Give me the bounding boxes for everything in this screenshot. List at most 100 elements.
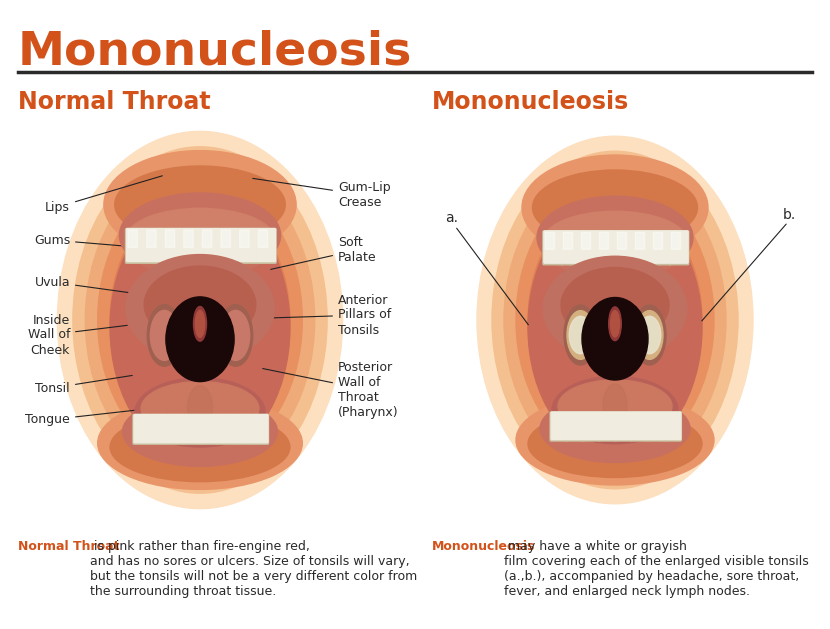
FancyBboxPatch shape	[183, 230, 193, 247]
FancyBboxPatch shape	[258, 230, 267, 247]
FancyBboxPatch shape	[128, 230, 138, 247]
Ellipse shape	[98, 177, 302, 462]
Text: Gums: Gums	[34, 233, 145, 248]
FancyBboxPatch shape	[217, 415, 235, 444]
FancyBboxPatch shape	[201, 415, 217, 443]
FancyBboxPatch shape	[181, 228, 202, 264]
FancyBboxPatch shape	[581, 232, 590, 249]
FancyBboxPatch shape	[221, 230, 231, 247]
Ellipse shape	[543, 256, 687, 361]
FancyBboxPatch shape	[147, 230, 156, 247]
Text: is pink rather than fire-engine red,
and has no sores or ulcers. Size of tonsils: is pink rather than fire-engine red, and…	[90, 540, 417, 598]
Ellipse shape	[125, 208, 275, 270]
FancyBboxPatch shape	[653, 232, 662, 249]
FancyBboxPatch shape	[651, 231, 671, 265]
FancyBboxPatch shape	[583, 412, 600, 440]
FancyBboxPatch shape	[237, 228, 257, 264]
Text: Mononucleosis: Mononucleosis	[18, 30, 413, 74]
Text: Soft
Palate: Soft Palate	[271, 236, 377, 269]
FancyBboxPatch shape	[579, 231, 598, 265]
Ellipse shape	[110, 197, 290, 459]
Ellipse shape	[543, 211, 687, 271]
FancyBboxPatch shape	[203, 230, 212, 247]
FancyBboxPatch shape	[238, 228, 256, 262]
Ellipse shape	[188, 386, 212, 431]
Ellipse shape	[195, 310, 205, 337]
Ellipse shape	[533, 170, 697, 245]
FancyBboxPatch shape	[631, 412, 649, 441]
Text: b.: b.	[783, 208, 796, 222]
FancyBboxPatch shape	[167, 415, 185, 444]
Text: may have a white or grayish
film covering each of the enlarged visible tonsils
(: may have a white or grayish film coverin…	[504, 540, 809, 598]
Ellipse shape	[633, 305, 666, 365]
Ellipse shape	[564, 305, 597, 365]
Text: Mononucleosis: Mononucleosis	[432, 540, 535, 553]
FancyBboxPatch shape	[669, 231, 689, 265]
FancyBboxPatch shape	[201, 228, 220, 262]
FancyBboxPatch shape	[251, 415, 268, 443]
FancyBboxPatch shape	[599, 232, 608, 249]
Ellipse shape	[552, 376, 678, 443]
FancyBboxPatch shape	[149, 415, 168, 444]
FancyBboxPatch shape	[133, 415, 151, 444]
Ellipse shape	[516, 395, 714, 485]
Ellipse shape	[141, 382, 259, 435]
Text: Tongue: Tongue	[25, 408, 152, 426]
FancyBboxPatch shape	[583, 412, 600, 441]
Ellipse shape	[608, 307, 622, 341]
FancyBboxPatch shape	[598, 412, 617, 441]
FancyBboxPatch shape	[615, 231, 635, 265]
Ellipse shape	[477, 136, 753, 504]
Ellipse shape	[582, 298, 648, 380]
Ellipse shape	[115, 166, 286, 243]
Ellipse shape	[110, 413, 290, 482]
FancyBboxPatch shape	[256, 228, 276, 264]
Text: Uvula: Uvula	[34, 276, 165, 298]
Ellipse shape	[222, 310, 250, 360]
FancyBboxPatch shape	[125, 228, 146, 264]
Ellipse shape	[528, 200, 702, 455]
Text: Anterior
Pillars of
Tonsils: Anterior Pillars of Tonsils	[271, 294, 391, 337]
Ellipse shape	[166, 297, 234, 382]
Ellipse shape	[73, 147, 327, 493]
Ellipse shape	[125, 255, 275, 362]
Text: Mononucleosis: Mononucleosis	[432, 90, 629, 114]
FancyBboxPatch shape	[256, 228, 276, 262]
Text: Lips: Lips	[45, 175, 163, 213]
FancyBboxPatch shape	[616, 231, 634, 263]
Ellipse shape	[492, 151, 738, 489]
FancyBboxPatch shape	[168, 415, 184, 443]
FancyBboxPatch shape	[234, 415, 251, 443]
FancyBboxPatch shape	[144, 228, 164, 264]
Ellipse shape	[98, 397, 302, 489]
Ellipse shape	[123, 397, 277, 466]
Ellipse shape	[218, 304, 252, 366]
FancyBboxPatch shape	[671, 232, 681, 249]
Ellipse shape	[120, 193, 281, 277]
FancyBboxPatch shape	[164, 228, 183, 262]
FancyBboxPatch shape	[564, 232, 573, 249]
FancyBboxPatch shape	[126, 228, 145, 262]
Ellipse shape	[522, 155, 708, 260]
FancyBboxPatch shape	[183, 228, 201, 262]
Ellipse shape	[57, 131, 343, 509]
Text: Posterior
Wall of
Throat
(Pharynx): Posterior Wall of Throat (Pharynx)	[263, 361, 398, 419]
FancyBboxPatch shape	[670, 231, 688, 263]
FancyBboxPatch shape	[663, 412, 681, 441]
Ellipse shape	[144, 266, 256, 343]
FancyBboxPatch shape	[648, 412, 665, 440]
Ellipse shape	[528, 198, 702, 442]
Text: Inside
Wall of
Cheek: Inside Wall of Cheek	[27, 313, 127, 357]
FancyBboxPatch shape	[250, 415, 269, 444]
Ellipse shape	[558, 380, 672, 433]
FancyBboxPatch shape	[561, 231, 581, 265]
Ellipse shape	[193, 306, 207, 341]
FancyBboxPatch shape	[543, 231, 563, 265]
Text: Normal Throat: Normal Throat	[18, 90, 211, 114]
FancyBboxPatch shape	[163, 228, 183, 264]
Text: a.: a.	[445, 211, 458, 225]
FancyBboxPatch shape	[652, 231, 670, 263]
FancyBboxPatch shape	[665, 412, 681, 440]
FancyBboxPatch shape	[551, 412, 568, 440]
Ellipse shape	[104, 150, 296, 259]
